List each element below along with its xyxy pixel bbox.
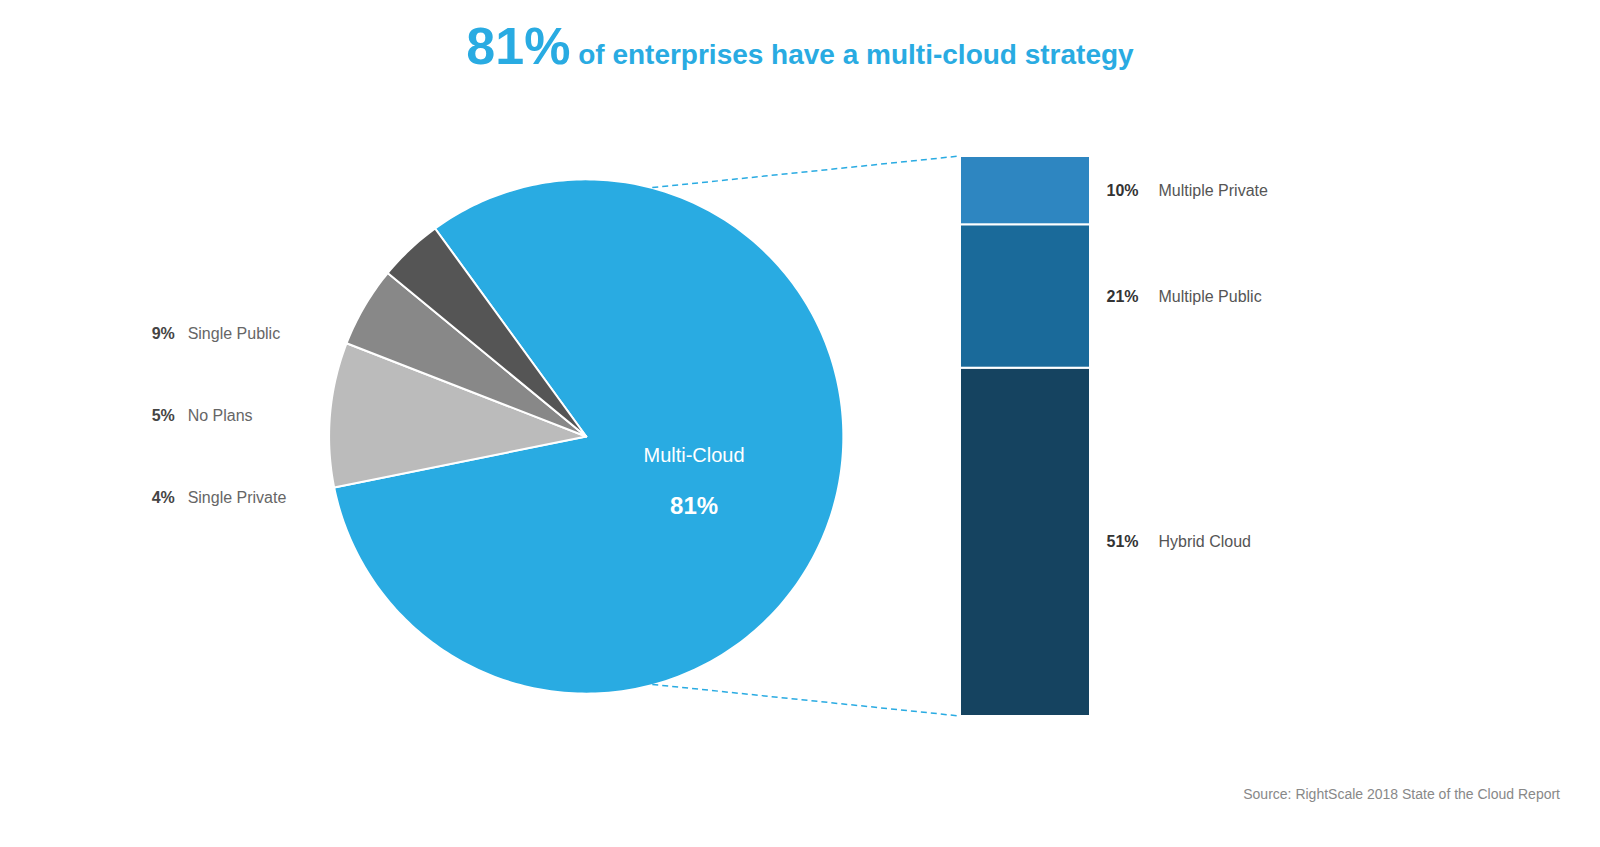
svg-text:21%: 21% xyxy=(1107,288,1139,305)
svg-text:4%: 4% xyxy=(152,489,175,506)
svg-text:81%: 81% xyxy=(670,492,718,519)
svg-text:9%: 9% xyxy=(152,325,175,342)
svg-text:No Plans: No Plans xyxy=(188,407,253,424)
svg-text:5%: 5% xyxy=(152,407,175,424)
svg-text:Single Public: Single Public xyxy=(188,325,281,342)
svg-text:Hybrid Cloud: Hybrid Cloud xyxy=(1159,533,1251,550)
svg-text:Multiple Private: Multiple Private xyxy=(1159,182,1268,199)
html-text:Source: RightScale 2018 State: Source: RightScale 2018 State of the Clo… xyxy=(1243,786,1560,802)
svg-text:Multi-Cloud: Multi-Cloud xyxy=(643,444,744,466)
html-text:81%of enterprises have a multi: 81%of enterprises have a multi-cloud str… xyxy=(466,17,1134,75)
svg-text:51%: 51% xyxy=(1107,533,1139,550)
svg-text:Single Private: Single Private xyxy=(188,489,287,506)
svg-text:10%: 10% xyxy=(1107,182,1139,199)
svg-text:Multiple Public: Multiple Public xyxy=(1159,288,1262,305)
